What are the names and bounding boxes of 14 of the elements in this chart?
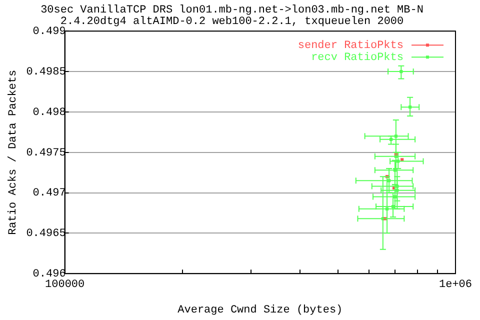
y-tick-label: 0.496 [32, 268, 66, 281]
y-tick-label: 0.4985 [26, 66, 66, 78]
chart-title: 30sec VanillaTCP DRS lon01.mb-ng.net->lon03.mb-ng.net MB-N [40, 4, 424, 17]
legend-label: sender RatioPkts [298, 40, 404, 52]
x-axis-title: Average Cwnd Size (bytes) [178, 304, 343, 316]
y-tick-label: 0.4975 [26, 147, 66, 160]
y-tick-label: 0.498 [32, 106, 66, 119]
legend-label: recv RatioPkts [311, 52, 404, 64]
y-tick-label: 0.497 [32, 188, 66, 200]
y-tick-label: 0.499 [32, 26, 66, 38]
x-tick-label: 100000 [45, 279, 85, 292]
x-tick-label: 1e+06 [438, 279, 472, 292]
y-tick-label: 0.4965 [26, 228, 66, 240]
y-axis-title: Ratio Acks / Data Packets [8, 70, 20, 235]
